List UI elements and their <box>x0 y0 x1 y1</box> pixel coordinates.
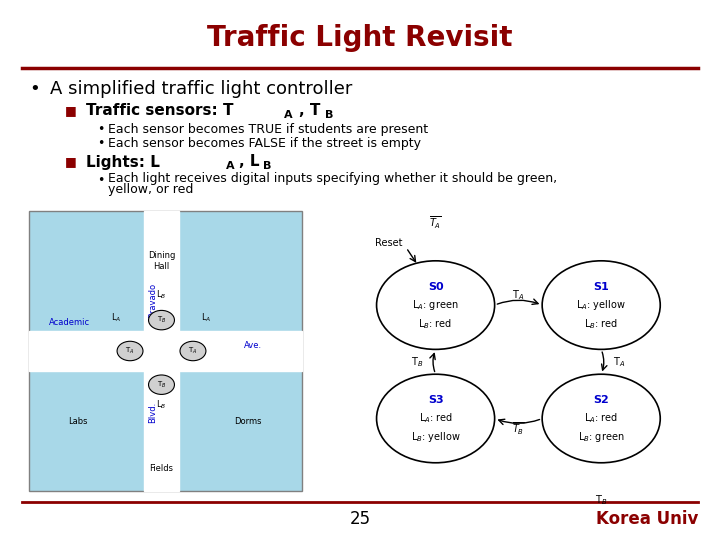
Text: T$_B$: T$_B$ <box>595 494 608 507</box>
Text: ■: ■ <box>65 104 76 117</box>
Text: S3: S3 <box>428 395 444 405</box>
Text: L$_A$: yellow: L$_A$: yellow <box>577 298 626 312</box>
Text: T$_A$: T$_A$ <box>613 355 626 369</box>
Text: T$_A$: T$_A$ <box>188 346 198 356</box>
Circle shape <box>377 261 495 349</box>
Text: L$_B$: L$_B$ <box>156 398 167 410</box>
Text: L$_B$: L$_B$ <box>156 288 167 301</box>
Text: , T: , T <box>299 103 320 118</box>
Text: Blvd.: Blvd. <box>148 402 157 423</box>
Circle shape <box>148 375 174 394</box>
Text: Lights: L: Lights: L <box>86 154 161 170</box>
Text: ■: ■ <box>65 156 76 168</box>
Text: L$_B$: green: L$_B$: green <box>578 430 624 444</box>
Text: L$_A$: green: L$_A$: green <box>413 298 459 312</box>
Circle shape <box>148 310 174 330</box>
Text: Academic: Academic <box>49 319 91 327</box>
Text: L$_A$: L$_A$ <box>202 311 212 323</box>
Text: Traffic Light Revisit: Traffic Light Revisit <box>207 24 513 52</box>
Circle shape <box>180 341 206 361</box>
Text: Korea Univ: Korea Univ <box>596 510 698 529</box>
Text: L$_B$: red: L$_B$: red <box>584 317 618 330</box>
Text: yellow, or red: yellow, or red <box>108 183 194 195</box>
Text: Fields: Fields <box>150 464 174 474</box>
Text: T$_B$: T$_B$ <box>411 355 424 369</box>
Text: Each sensor becomes FALSE if the street is empty: Each sensor becomes FALSE if the street … <box>108 137 421 150</box>
Text: S1: S1 <box>593 281 609 292</box>
Text: •: • <box>29 80 40 98</box>
Text: S0: S0 <box>428 281 444 292</box>
Text: Each light receives digital inputs specifying whether it should be green,: Each light receives digital inputs speci… <box>108 172 557 185</box>
Text: L$_A$: red: L$_A$: red <box>418 411 453 426</box>
Bar <box>29 332 302 370</box>
Text: A simplified traffic light controller: A simplified traffic light controller <box>50 80 353 98</box>
Text: Dining
Hall: Dining Hall <box>148 252 175 271</box>
Text: T$_A$: T$_A$ <box>125 346 135 356</box>
Circle shape <box>542 261 660 349</box>
Text: L$_A$: L$_A$ <box>111 311 122 323</box>
Text: T$_B$: T$_B$ <box>157 380 166 390</box>
Text: •: • <box>97 137 104 150</box>
Text: Bravado: Bravado <box>148 283 157 318</box>
Bar <box>144 211 179 491</box>
Text: Reset: Reset <box>375 238 402 248</box>
Text: Labs: Labs <box>68 417 88 426</box>
Text: T$_B$: T$_B$ <box>157 315 166 325</box>
Text: A: A <box>284 110 293 120</box>
Text: L$_B$: red: L$_B$: red <box>418 317 453 330</box>
Text: •: • <box>97 174 104 187</box>
Text: L$_A$: red: L$_A$: red <box>584 411 618 426</box>
Text: A: A <box>226 161 235 171</box>
Text: Ave.: Ave. <box>244 341 262 350</box>
FancyBboxPatch shape <box>29 211 302 491</box>
Text: L$_B$: yellow: L$_B$: yellow <box>411 430 460 444</box>
Circle shape <box>542 374 660 463</box>
Text: Dorms: Dorms <box>234 417 261 426</box>
Circle shape <box>117 341 143 361</box>
Text: •: • <box>97 123 104 136</box>
Text: Each sensor becomes TRUE if students are present: Each sensor becomes TRUE if students are… <box>108 123 428 136</box>
Text: , L: , L <box>239 154 259 170</box>
Text: $\overline{T_A}$: $\overline{T_A}$ <box>429 215 442 232</box>
Text: $\overline{T_B}$: $\overline{T_B}$ <box>512 420 525 436</box>
Text: Traffic sensors: T: Traffic sensors: T <box>86 103 234 118</box>
Text: B: B <box>325 110 334 120</box>
Circle shape <box>377 374 495 463</box>
Text: B: B <box>263 161 271 171</box>
Text: 25: 25 <box>349 510 371 529</box>
Text: S2: S2 <box>593 395 609 405</box>
Text: T$_A$: T$_A$ <box>512 288 525 302</box>
